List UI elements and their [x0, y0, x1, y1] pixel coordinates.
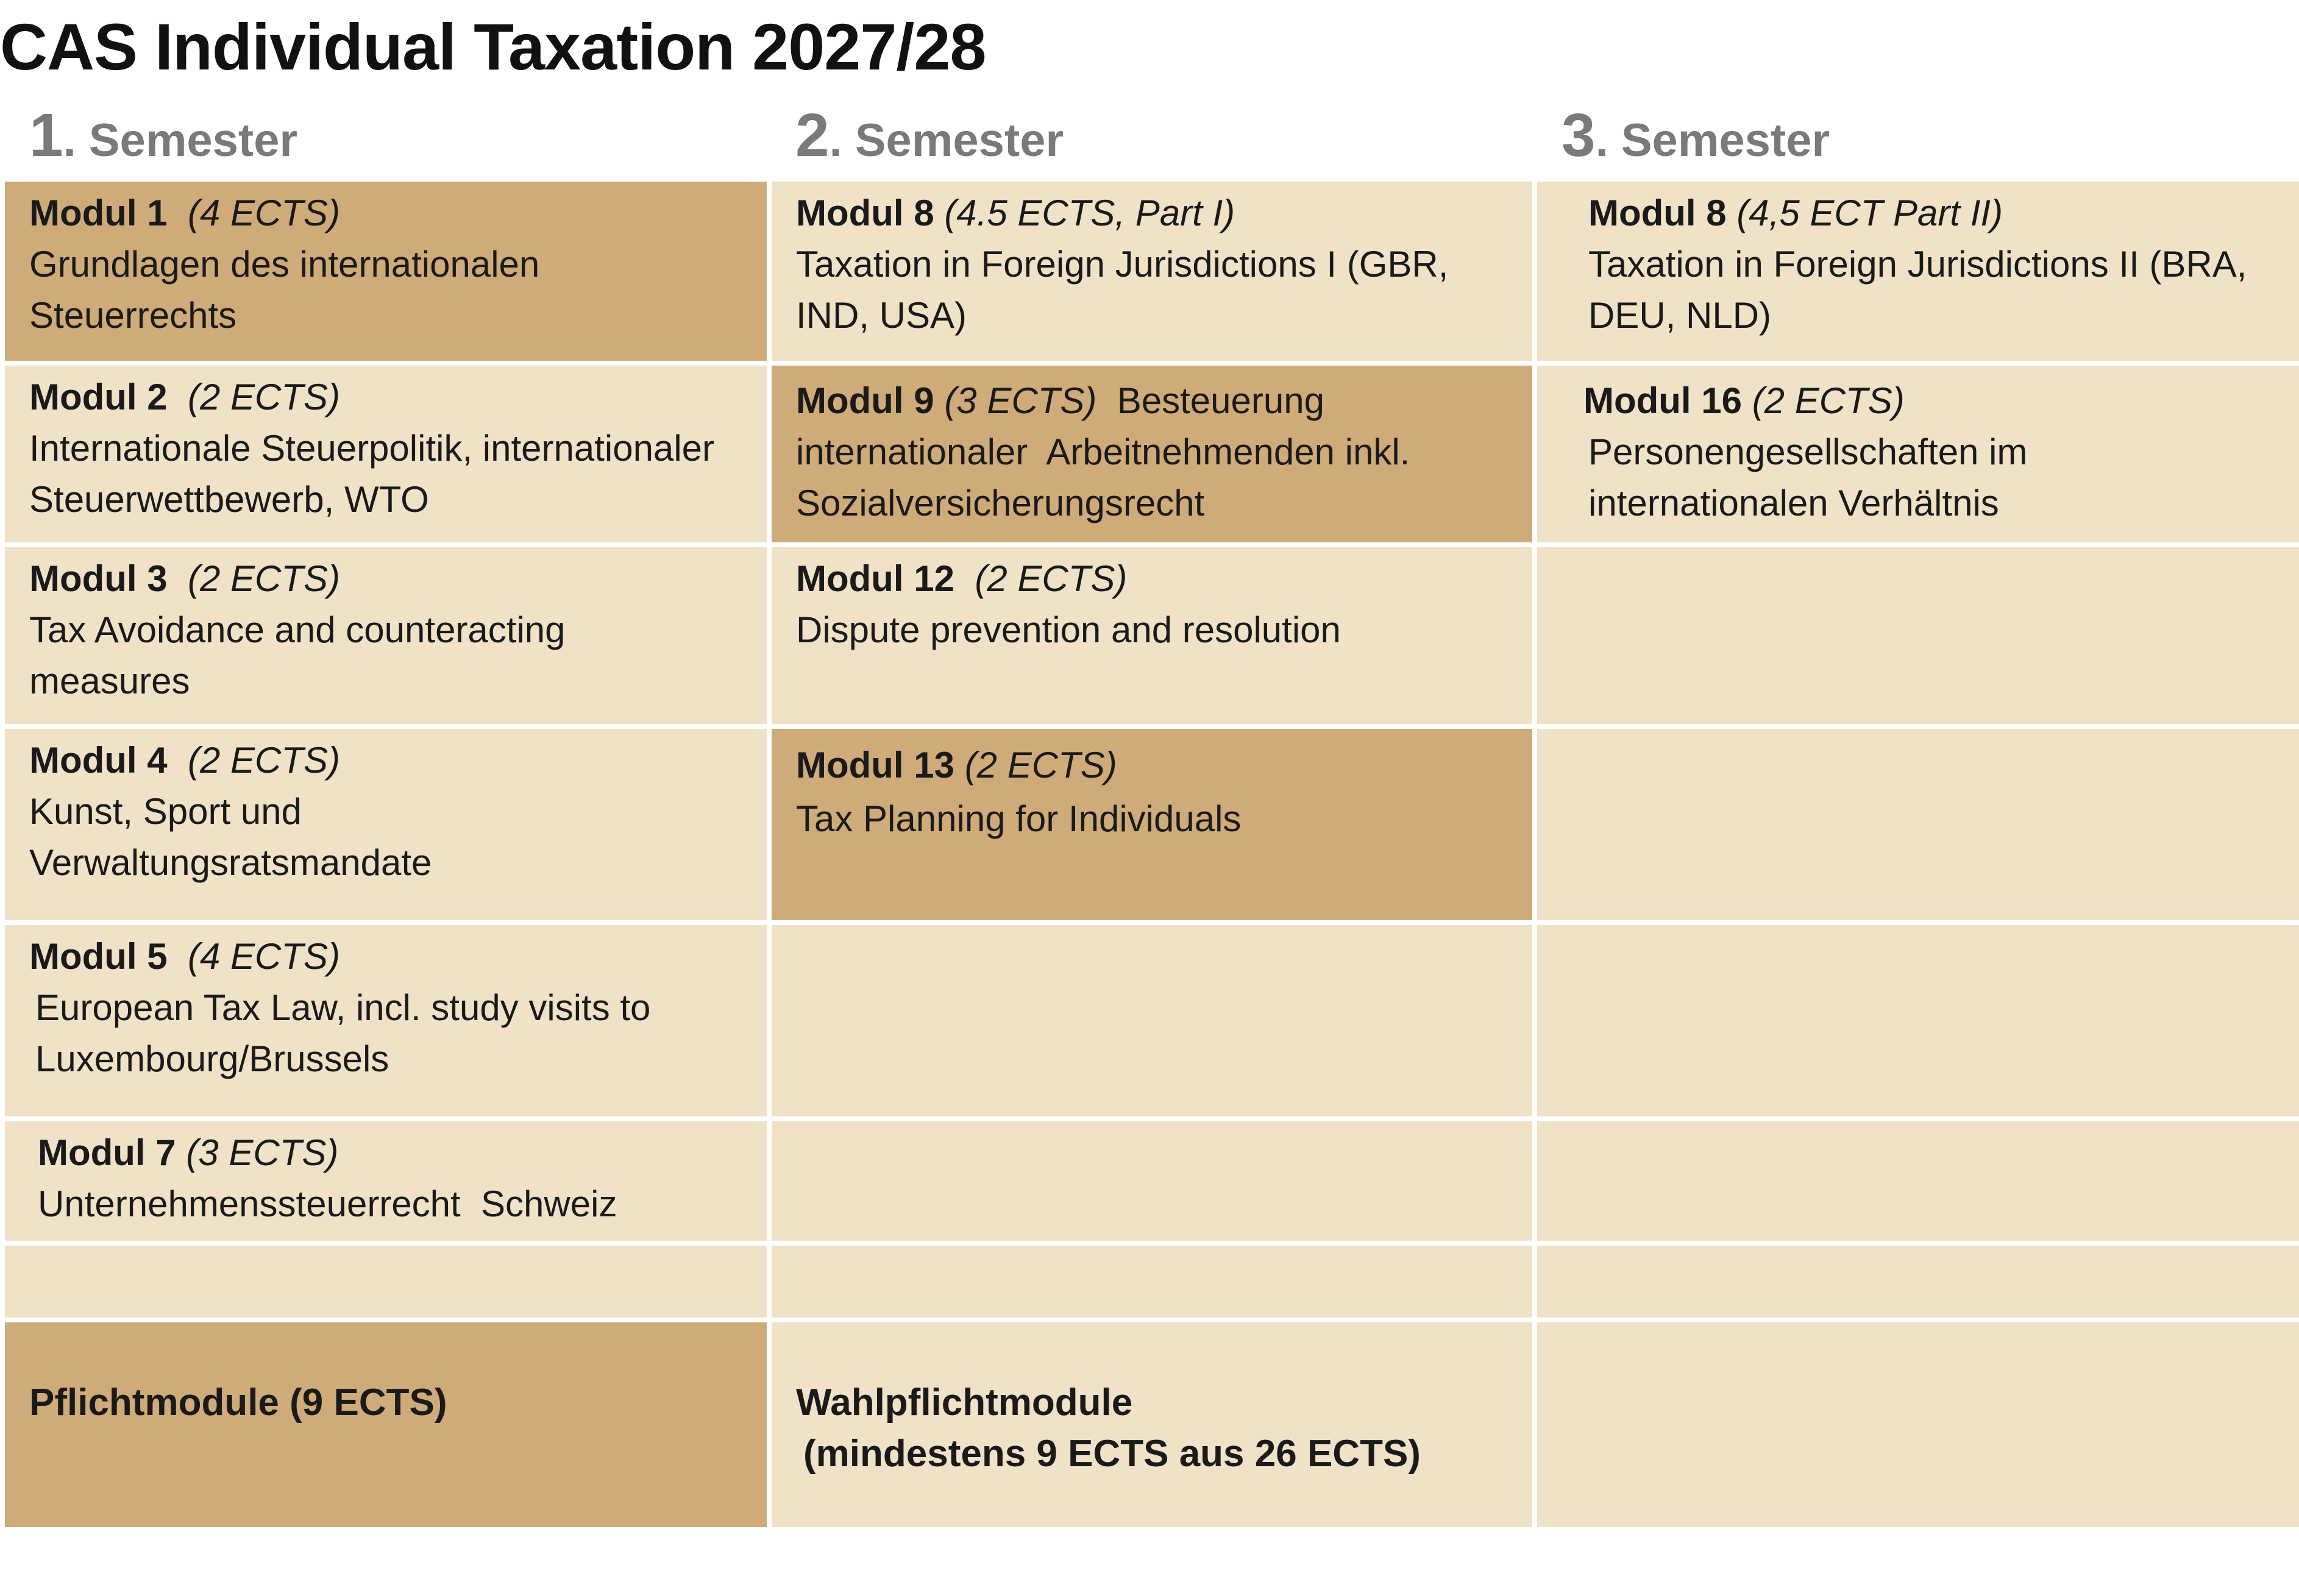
empty-cell: [1537, 1121, 2299, 1241]
semester-label: Semester: [855, 115, 1064, 166]
module-cell-modul-7: Modul 7 (3 ECTS) Unternehmenssteuerrecht…: [5, 1121, 767, 1241]
module-ects: (4.5 ECTS, Part I): [944, 193, 1235, 233]
semester-number: 3: [1562, 101, 1596, 169]
module-description: Tax Avoidance and counteracting measures: [29, 609, 566, 701]
module-cell-modul-12: Modul 12 (2 ECTS) Dispute prevention and…: [772, 547, 1532, 724]
pflichtmodule-label: Pflichtmodule (9 ECTS): [29, 1381, 447, 1424]
empty-cell: [5, 1246, 767, 1318]
module-cell-modul-16: Modul 16 (2 ECTS) Personengesellschaften…: [1537, 366, 2299, 542]
module-ects: (2 ECTS): [1752, 380, 1905, 421]
module-name: Modul 13: [796, 745, 955, 786]
module-ects: (4 ECTS): [187, 193, 341, 233]
module-cell-modul-4: Modul 4 (2 ECTS) Kunst, Sport und Verwal…: [5, 729, 767, 920]
module-ects: (4,5 ECT Part II): [1736, 193, 2003, 233]
module-description: Taxation in Foreign Jurisdictions II (BR…: [1588, 244, 2247, 336]
empty-cell: [772, 925, 1532, 1116]
semester-2-header: 2. Semester: [795, 101, 1064, 169]
module-cell-modul-2: Modul 2 (2 ECTS) Internationale Steuerpo…: [5, 366, 767, 542]
module-ects: (2 ECTS): [187, 740, 341, 781]
semester-label: Semester: [88, 115, 298, 166]
semester-label: Semester: [1621, 115, 1830, 166]
module-name: Modul 16: [1583, 380, 1743, 421]
module-name: Modul 7: [38, 1132, 176, 1173]
module-cell-modul-13: Modul 13 (2 ECTS) Tax Planning for Indiv…: [772, 729, 1532, 920]
module-description: European Tax Law, incl. study visits to …: [35, 987, 651, 1079]
semester-3-header: 3. Semester: [1562, 101, 1830, 169]
module-name: Modul 8: [796, 193, 934, 233]
module-description: Dispute prevention and resolution: [796, 609, 1341, 650]
semester-1-header: 1. Semester: [29, 101, 298, 169]
empty-cell: [1537, 547, 2299, 724]
module-ects: (2 ECTS): [964, 745, 1117, 786]
module-ects: (2 ECTS): [975, 558, 1128, 599]
page-title: CAS Individual Taxation 2027/28: [0, 10, 987, 83]
module-cell-modul-8-part-1: Modul 8 (4.5 ECTS, Part I) Taxation in F…: [772, 182, 1532, 361]
wahlpflichtmodule-subtext: (mindestens 9 ECTS aus 26 ECTS): [803, 1433, 1421, 1475]
module-cell-modul-1: Modul 1 (4 ECTS) Grundlagen des internat…: [5, 182, 767, 361]
empty-cell: [1537, 1322, 2299, 1527]
semester-number: 1: [29, 101, 63, 169]
module-description: Grundlagen des internationalen Steuerrec…: [29, 244, 540, 336]
module-cell-modul-9: Modul 9 (3 ECTS) Besteuerung internation…: [772, 366, 1532, 542]
module-name: Modul 2: [29, 377, 168, 417]
module-ects: (2 ECTS): [187, 377, 341, 417]
module-name: Modul 3: [29, 558, 168, 599]
module-description: Unternehmenssteuerrecht Schweiz: [38, 1183, 617, 1224]
empty-cell: [772, 1121, 1532, 1241]
module-description: Taxation in Foreign Jurisdictions I (GBR…: [796, 244, 1449, 336]
wahlpflichtmodule-legend: Wahlpflichtmodule (mindestens 9 ECTS aus…: [772, 1322, 1532, 1527]
wahlpflichtmodule-label: Wahlpflichtmodule: [796, 1381, 1133, 1424]
module-name: Modul 8: [1588, 193, 1727, 233]
module-cell-modul-8-part-2: Modul 8 (4,5 ECT Part II) Taxation in Fo…: [1537, 182, 2299, 361]
module-cell-modul-3: Modul 3 (2 ECTS) Tax Avoidance and count…: [5, 547, 767, 724]
module-name: Modul 9: [796, 380, 934, 421]
module-ects: (4 ECTS): [187, 936, 341, 977]
module-ects: (3 ECTS): [186, 1132, 339, 1173]
module-description: Kunst, Sport und Verwaltungsratsmandate: [29, 791, 432, 883]
empty-cell: [772, 1246, 1532, 1318]
module-ects: (3 ECTS): [944, 380, 1097, 421]
module-name: Modul 4: [29, 740, 168, 781]
module-description: Tax Planning for Individuals: [796, 798, 1242, 839]
module-name: Modul 1: [29, 193, 168, 233]
module-description: Personengesellschaften im internationale…: [1588, 431, 2028, 523]
empty-cell: [1537, 1246, 2299, 1318]
module-description: Besteuerung internationaler Arbeitnehmen…: [796, 380, 1420, 523]
pflichtmodule-legend: Pflichtmodule (9 ECTS): [5, 1322, 767, 1527]
empty-cell: [1537, 925, 2299, 1116]
module-description: Internationale Steuerpolitik, internatio…: [29, 428, 715, 520]
empty-cell: [1537, 729, 2299, 920]
module-name: Modul 5: [29, 936, 168, 977]
module-ects: (2 ECTS): [187, 558, 341, 599]
module-cell-modul-5: Modul 5 (4 ECTS) European Tax Law, incl.…: [5, 925, 767, 1116]
semester-number: 2: [795, 101, 830, 169]
module-name: Modul 12: [796, 558, 955, 599]
